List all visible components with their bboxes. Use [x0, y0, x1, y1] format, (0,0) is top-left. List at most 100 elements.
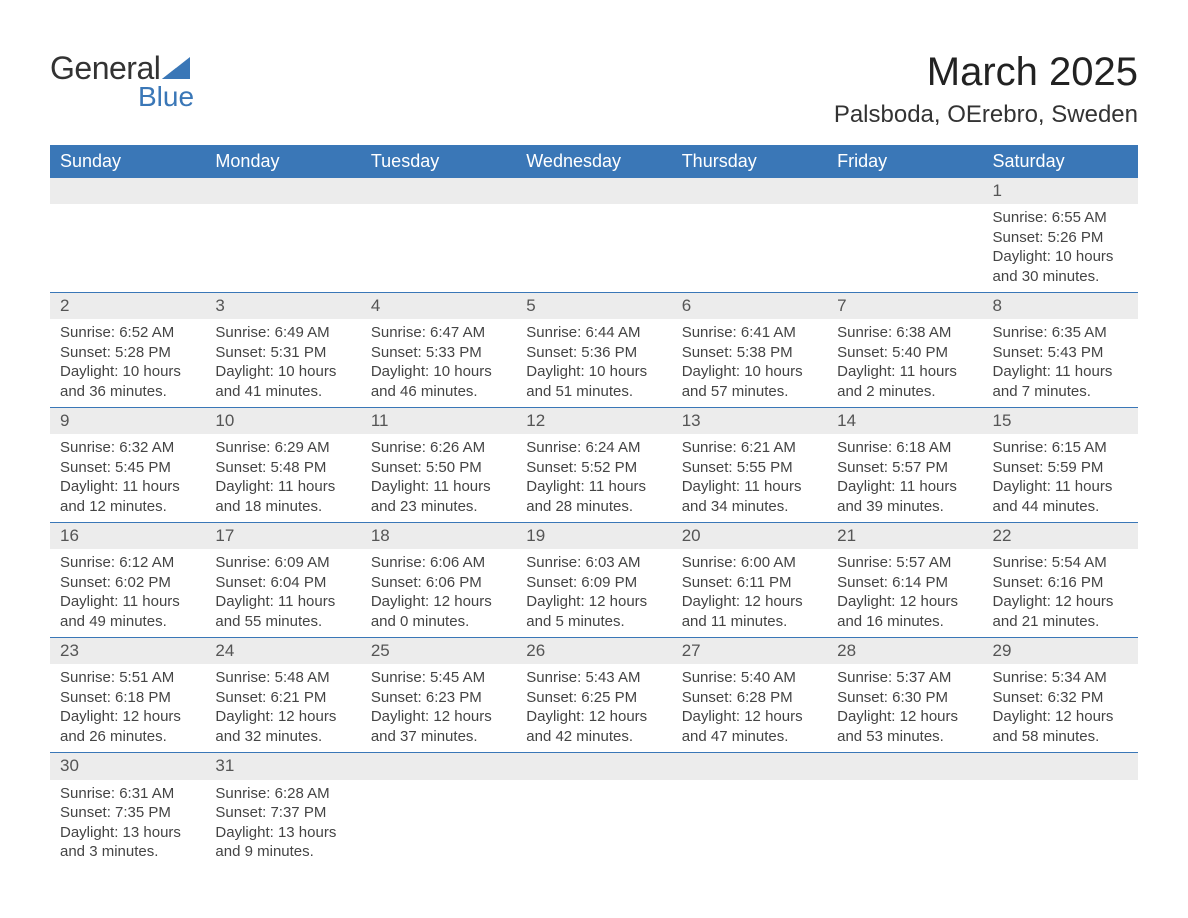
day-daylight2: and 41 minutes.	[215, 382, 350, 402]
day-details: Sunrise: 5:40 AMSunset: 6:28 PMDaylight:…	[672, 664, 827, 752]
day-sunset: Sunset: 6:30 PM	[837, 688, 972, 708]
day-daylight1: Daylight: 11 hours	[682, 477, 817, 497]
day-details: Sunrise: 6:00 AMSunset: 6:11 PMDaylight:…	[672, 549, 827, 637]
calendar-cell	[827, 178, 982, 292]
day-sunrise: Sunrise: 6:41 AM	[682, 323, 817, 343]
calendar-cell: 13Sunrise: 6:21 AMSunset: 5:55 PMDayligh…	[672, 408, 827, 522]
day-sunset: Sunset: 5:40 PM	[837, 343, 972, 363]
header-saturday: Saturday	[983, 145, 1138, 178]
day-number: 1	[983, 178, 1138, 204]
calendar-cell: 3Sunrise: 6:49 AMSunset: 5:31 PMDaylight…	[205, 293, 360, 407]
day-sunset: Sunset: 6:32 PM	[993, 688, 1128, 708]
calendar-cell	[205, 178, 360, 292]
day-details: Sunrise: 6:49 AMSunset: 5:31 PMDaylight:…	[205, 319, 360, 407]
day-sunrise: Sunrise: 6:29 AM	[215, 438, 350, 458]
day-sunset: Sunset: 6:18 PM	[60, 688, 195, 708]
day-sunrise: Sunrise: 5:57 AM	[837, 553, 972, 573]
calendar-cell: 15Sunrise: 6:15 AMSunset: 5:59 PMDayligh…	[983, 408, 1138, 522]
day-sunset: Sunset: 5:57 PM	[837, 458, 972, 478]
day-daylight1: Daylight: 10 hours	[993, 247, 1128, 267]
day-sunrise: Sunrise: 6:38 AM	[837, 323, 972, 343]
day-daylight1: Daylight: 10 hours	[60, 362, 195, 382]
day-number	[827, 178, 982, 204]
calendar-week-row: 16Sunrise: 6:12 AMSunset: 6:02 PMDayligh…	[50, 522, 1138, 637]
day-number: 4	[361, 293, 516, 319]
day-number: 24	[205, 638, 360, 664]
day-number: 30	[50, 753, 205, 779]
day-sunrise: Sunrise: 5:34 AM	[993, 668, 1128, 688]
calendar-cell: 14Sunrise: 6:18 AMSunset: 5:57 PMDayligh…	[827, 408, 982, 522]
day-details: Sunrise: 5:34 AMSunset: 6:32 PMDaylight:…	[983, 664, 1138, 752]
day-number: 31	[205, 753, 360, 779]
day-number: 8	[983, 293, 1138, 319]
day-sunset: Sunset: 6:21 PM	[215, 688, 350, 708]
day-sunrise: Sunrise: 6:31 AM	[60, 784, 195, 804]
day-sunset: Sunset: 5:33 PM	[371, 343, 506, 363]
day-daylight2: and 46 minutes.	[371, 382, 506, 402]
day-daylight2: and 7 minutes.	[993, 382, 1128, 402]
day-daylight1: Daylight: 10 hours	[215, 362, 350, 382]
day-daylight2: and 57 minutes.	[682, 382, 817, 402]
day-daylight2: and 55 minutes.	[215, 612, 350, 632]
day-sunrise: Sunrise: 6:52 AM	[60, 323, 195, 343]
day-sunrise: Sunrise: 6:55 AM	[993, 208, 1128, 228]
calendar-cell: 21Sunrise: 5:57 AMSunset: 6:14 PMDayligh…	[827, 523, 982, 637]
calendar-cell: 30Sunrise: 6:31 AMSunset: 7:35 PMDayligh…	[50, 753, 205, 867]
day-number: 6	[672, 293, 827, 319]
day-daylight1: Daylight: 13 hours	[215, 823, 350, 843]
day-details: Sunrise: 6:55 AMSunset: 5:26 PMDaylight:…	[983, 204, 1138, 292]
calendar-cell: 26Sunrise: 5:43 AMSunset: 6:25 PMDayligh…	[516, 638, 671, 752]
day-sunset: Sunset: 6:14 PM	[837, 573, 972, 593]
day-details: Sunrise: 5:54 AMSunset: 6:16 PMDaylight:…	[983, 549, 1138, 637]
day-number	[672, 178, 827, 204]
day-sunset: Sunset: 5:48 PM	[215, 458, 350, 478]
day-number: 14	[827, 408, 982, 434]
day-daylight1: Daylight: 10 hours	[526, 362, 661, 382]
day-number: 25	[361, 638, 516, 664]
calendar-cell	[672, 753, 827, 867]
day-daylight1: Daylight: 12 hours	[993, 707, 1128, 727]
day-number: 7	[827, 293, 982, 319]
day-number: 15	[983, 408, 1138, 434]
day-details: Sunrise: 6:18 AMSunset: 5:57 PMDaylight:…	[827, 434, 982, 522]
calendar-cell: 2Sunrise: 6:52 AMSunset: 5:28 PMDaylight…	[50, 293, 205, 407]
day-sunrise: Sunrise: 5:45 AM	[371, 668, 506, 688]
day-number	[361, 178, 516, 204]
day-sunrise: Sunrise: 5:54 AM	[993, 553, 1128, 573]
day-details: Sunrise: 5:37 AMSunset: 6:30 PMDaylight:…	[827, 664, 982, 752]
day-sunrise: Sunrise: 6:32 AM	[60, 438, 195, 458]
header-friday: Friday	[827, 145, 982, 178]
day-daylight1: Daylight: 12 hours	[682, 592, 817, 612]
day-sunset: Sunset: 5:38 PM	[682, 343, 817, 363]
day-sunset: Sunset: 6:06 PM	[371, 573, 506, 593]
calendar: Sunday Monday Tuesday Wednesday Thursday…	[50, 145, 1138, 868]
day-details: Sunrise: 5:51 AMSunset: 6:18 PMDaylight:…	[50, 664, 205, 752]
calendar-cell: 19Sunrise: 6:03 AMSunset: 6:09 PMDayligh…	[516, 523, 671, 637]
day-daylight2: and 53 minutes.	[837, 727, 972, 747]
calendar-body: 1Sunrise: 6:55 AMSunset: 5:26 PMDaylight…	[50, 178, 1138, 868]
calendar-header-row: Sunday Monday Tuesday Wednesday Thursday…	[50, 145, 1138, 178]
day-sunrise: Sunrise: 6:18 AM	[837, 438, 972, 458]
day-number	[361, 753, 516, 779]
day-daylight2: and 47 minutes.	[682, 727, 817, 747]
day-sunset: Sunset: 5:36 PM	[526, 343, 661, 363]
day-sunset: Sunset: 6:09 PM	[526, 573, 661, 593]
day-details: Sunrise: 6:32 AMSunset: 5:45 PMDaylight:…	[50, 434, 205, 522]
day-details: Sunrise: 6:12 AMSunset: 6:02 PMDaylight:…	[50, 549, 205, 637]
calendar-cell: 8Sunrise: 6:35 AMSunset: 5:43 PMDaylight…	[983, 293, 1138, 407]
day-details: Sunrise: 6:09 AMSunset: 6:04 PMDaylight:…	[205, 549, 360, 637]
day-sunrise: Sunrise: 6:26 AM	[371, 438, 506, 458]
day-sunrise: Sunrise: 6:03 AM	[526, 553, 661, 573]
day-sunrise: Sunrise: 6:06 AM	[371, 553, 506, 573]
day-daylight2: and 30 minutes.	[993, 267, 1128, 287]
day-daylight1: Daylight: 10 hours	[682, 362, 817, 382]
calendar-week-row: 30Sunrise: 6:31 AMSunset: 7:35 PMDayligh…	[50, 752, 1138, 867]
day-details: Sunrise: 6:06 AMSunset: 6:06 PMDaylight:…	[361, 549, 516, 637]
day-sunrise: Sunrise: 5:37 AM	[837, 668, 972, 688]
day-sunrise: Sunrise: 6:28 AM	[215, 784, 350, 804]
calendar-cell: 10Sunrise: 6:29 AMSunset: 5:48 PMDayligh…	[205, 408, 360, 522]
day-daylight1: Daylight: 11 hours	[837, 477, 972, 497]
header-tuesday: Tuesday	[361, 145, 516, 178]
day-sunset: Sunset: 5:26 PM	[993, 228, 1128, 248]
day-details: Sunrise: 6:44 AMSunset: 5:36 PMDaylight:…	[516, 319, 671, 407]
